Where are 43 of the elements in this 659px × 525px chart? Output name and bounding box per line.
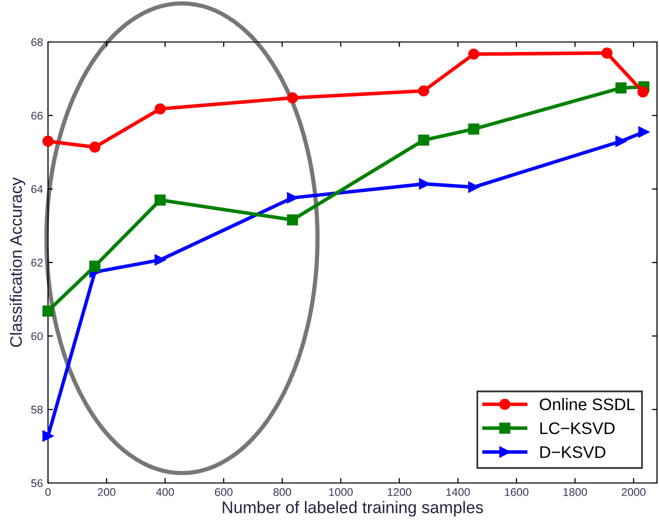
y-axis-title: Classification Accuracy: [10, 177, 26, 347]
x-tick-label: 1600: [504, 488, 528, 496]
point: [637, 86, 648, 98]
point: [468, 48, 480, 60]
point: [418, 85, 430, 96]
x-tick-label: 200: [98, 488, 116, 496]
y-tick-label: 56: [31, 479, 43, 488]
legend-label: D−KSVD: [540, 446, 606, 458]
x-tick-label: 1800: [564, 488, 587, 496]
x-tick-label: 1400: [446, 488, 470, 496]
point: [615, 136, 627, 147]
x-tick-label: 400: [156, 488, 174, 496]
point: [468, 124, 480, 135]
y-tick-label: 60: [31, 332, 43, 340]
point: [154, 103, 166, 114]
point: [154, 254, 166, 266]
point: [42, 136, 54, 147]
point: [468, 182, 480, 193]
point: [42, 430, 54, 442]
y-tick-label: 64: [31, 185, 43, 194]
y-tick-label: 58: [31, 406, 43, 414]
y-tick-label: 66: [31, 112, 43, 120]
x-tick-label: 2000: [622, 488, 646, 496]
point: [89, 260, 100, 272]
point: [418, 134, 430, 146]
x-tick-label: 800: [273, 488, 292, 496]
legend-label: Online SSDL: [540, 398, 635, 410]
point: [42, 305, 54, 317]
point: [286, 214, 298, 226]
point: [89, 142, 100, 153]
x-tick-label: 600: [214, 488, 233, 496]
point: [615, 82, 627, 94]
x-tick-label: 1200: [388, 488, 412, 496]
y-tick-label: 62: [31, 258, 43, 267]
x-axis-title: Number of labeled training samples: [222, 500, 483, 517]
point: [601, 47, 612, 59]
legend-label: LC−KSVD: [540, 422, 615, 434]
point: [638, 126, 650, 138]
point: [154, 194, 166, 206]
x-tick-label: 1000: [329, 488, 353, 496]
point: [286, 92, 298, 104]
y-tick-label: 68: [31, 38, 43, 46]
x-tick-label: 0: [45, 488, 51, 496]
